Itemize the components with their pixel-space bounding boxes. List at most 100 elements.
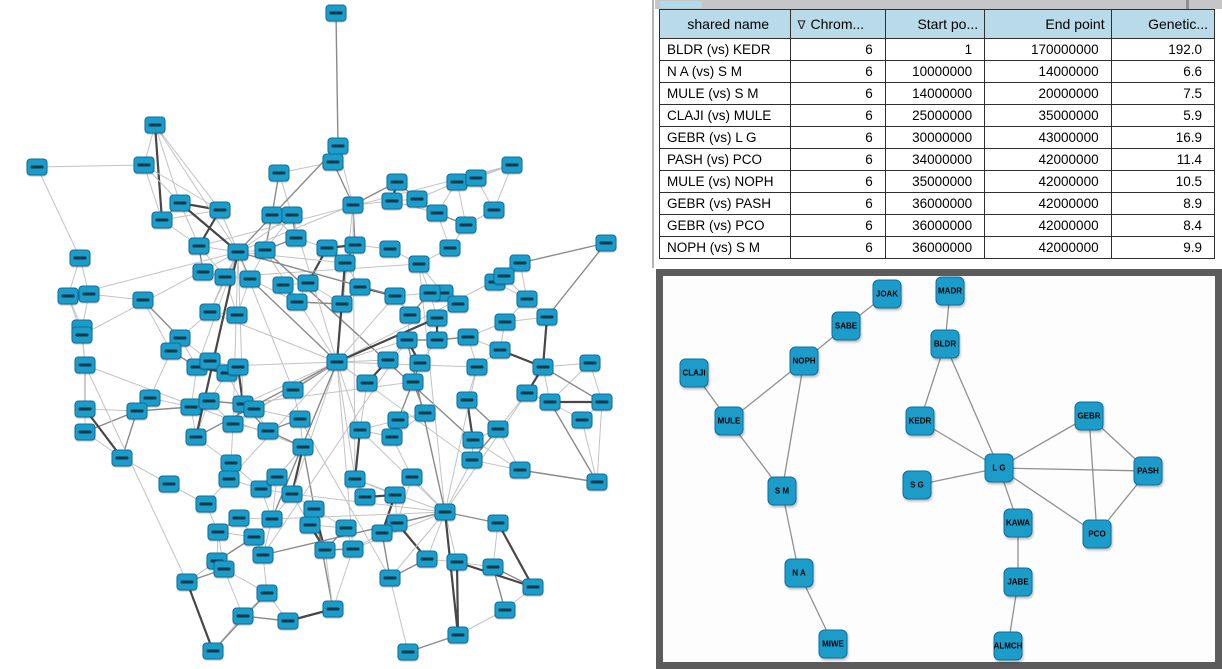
network-node[interactable]	[144, 116, 166, 134]
network-node[interactable]	[465, 169, 487, 187]
network-node-l-g[interactable]: L G	[984, 453, 1014, 483]
network-node[interactable]	[384, 287, 406, 305]
network-node[interactable]	[195, 495, 217, 513]
network-node[interactable]	[314, 541, 336, 559]
network-node[interactable]	[299, 516, 321, 534]
network-node[interactable]	[133, 156, 155, 174]
network-node[interactable]	[446, 553, 468, 571]
network-node[interactable]	[522, 578, 544, 596]
network-node[interactable]	[381, 192, 403, 210]
network-node[interactable]	[386, 173, 408, 191]
network-node[interactable]	[268, 164, 290, 182]
network-node[interactable]	[377, 351, 399, 369]
table-row[interactable]: GEBR (vs) L G 6 30000000 43000000 16.9	[658, 126, 1216, 149]
network-node[interactable]	[516, 290, 538, 308]
network-node[interactable]	[356, 374, 378, 392]
network-node[interactable]	[349, 421, 371, 439]
column-header-start-po-[interactable]: Start po...	[884, 9, 986, 39]
network-node[interactable]	[26, 158, 48, 176]
network-node[interactable]	[132, 291, 154, 309]
network-node[interactable]	[282, 381, 304, 399]
network-node[interactable]	[494, 313, 516, 331]
network-node[interactable]	[227, 243, 249, 261]
network-node[interactable]	[414, 404, 436, 422]
network-node[interactable]	[434, 503, 456, 521]
network-node[interactable]	[220, 454, 242, 472]
network-node[interactable]	[272, 276, 294, 294]
network-node[interactable]	[494, 601, 516, 619]
network-node[interactable]	[322, 600, 344, 618]
network-node[interactable]	[396, 331, 418, 349]
network-node[interactable]	[151, 211, 173, 229]
network-node[interactable]	[426, 204, 448, 222]
table-row[interactable]: GEBR (vs) PASH 6 36000000 42000000 8.9	[658, 192, 1216, 215]
network-node[interactable]	[335, 519, 357, 537]
table-row[interactable]: MULE (vs) S M 6 14000000 20000000 7.5	[658, 82, 1216, 105]
network-node[interactable]	[455, 216, 477, 234]
network-node[interactable]	[243, 528, 265, 546]
network-node[interactable]	[74, 423, 96, 441]
network-node[interactable]	[261, 510, 283, 528]
network-node[interactable]	[286, 293, 308, 311]
network-node[interactable]	[214, 268, 236, 286]
network-node-sabe[interactable]: SABE	[831, 311, 861, 341]
column-header-genetic-[interactable]: Genetic...	[1110, 9, 1216, 39]
network-node-jabe[interactable]: JABE	[1003, 567, 1033, 597]
network-node[interactable]	[169, 194, 191, 212]
network-node[interactable]	[344, 470, 366, 488]
network-node[interactable]	[371, 524, 393, 542]
network-node-s-g[interactable]: S G	[902, 470, 932, 500]
network-node[interactable]	[349, 278, 371, 296]
network-node[interactable]	[325, 4, 347, 22]
network-node[interactable]	[379, 569, 401, 587]
network-node-kedr[interactable]: KEDR	[905, 406, 935, 436]
network-node[interactable]	[516, 384, 538, 402]
network-node[interactable]	[322, 153, 344, 171]
network-node[interactable]	[384, 486, 406, 504]
network-node-kawa[interactable]: KAWA	[1003, 508, 1033, 538]
network-node[interactable]	[501, 156, 523, 174]
network-node[interactable]	[439, 239, 461, 257]
network-node[interactable]	[209, 201, 231, 219]
network-node[interactable]	[387, 411, 409, 429]
network-node[interactable]	[446, 173, 468, 191]
network-node[interactable]	[158, 475, 180, 493]
network-node[interactable]	[487, 514, 509, 532]
network-node-s-m[interactable]: S M	[767, 476, 797, 506]
table-row[interactable]: CLAJI (vs) MULE 6 25000000 35000000 5.9	[658, 104, 1216, 127]
table-row[interactable]: GEBR (vs) PCO 6 36000000 42000000 8.4	[658, 214, 1216, 237]
network-node[interactable]	[354, 488, 376, 506]
network-node[interactable]	[331, 295, 353, 313]
network-node-miwe[interactable]: MIWE	[818, 629, 848, 659]
network-node[interactable]	[281, 485, 303, 503]
network-node[interactable]	[482, 558, 504, 576]
column-header-chrom-[interactable]: ∇ Chrom...	[790, 9, 886, 39]
network-node[interactable]	[509, 461, 531, 479]
network-node[interactable]	[289, 410, 311, 428]
network-node[interactable]	[239, 270, 261, 288]
network-node[interactable]	[228, 509, 250, 527]
network-node-mule[interactable]: MULE	[714, 406, 744, 436]
network-node[interactable]	[254, 241, 276, 259]
network-node[interactable]	[232, 607, 254, 625]
network-node[interactable]	[334, 254, 356, 272]
column-header-shared-name[interactable]: shared name	[658, 9, 792, 39]
network-node[interactable]	[447, 626, 469, 644]
network-node-n-a[interactable]: N A	[784, 558, 814, 588]
network-node[interactable]	[487, 420, 509, 438]
network-node-noph[interactable]: NOPH	[789, 346, 819, 376]
network-node-almch[interactable]: ALMCH	[993, 631, 1023, 661]
network-node[interactable]	[326, 353, 348, 371]
network-node[interactable]	[408, 255, 430, 273]
table-row[interactable]: N A (vs) S M 6 10000000 14000000 6.6	[658, 60, 1216, 83]
network-node[interactable]	[199, 303, 221, 321]
network-node[interactable]	[493, 267, 515, 285]
column-header-end-point[interactable]: End point	[984, 9, 1112, 39]
network-node[interactable]	[202, 642, 224, 660]
network-node[interactable]	[78, 285, 100, 303]
network-node-pash[interactable]: PASH	[1133, 456, 1163, 486]
network-node[interactable]	[406, 190, 428, 208]
network-node[interactable]	[285, 229, 307, 247]
network-node[interactable]	[261, 206, 283, 224]
network-node[interactable]	[277, 612, 299, 630]
